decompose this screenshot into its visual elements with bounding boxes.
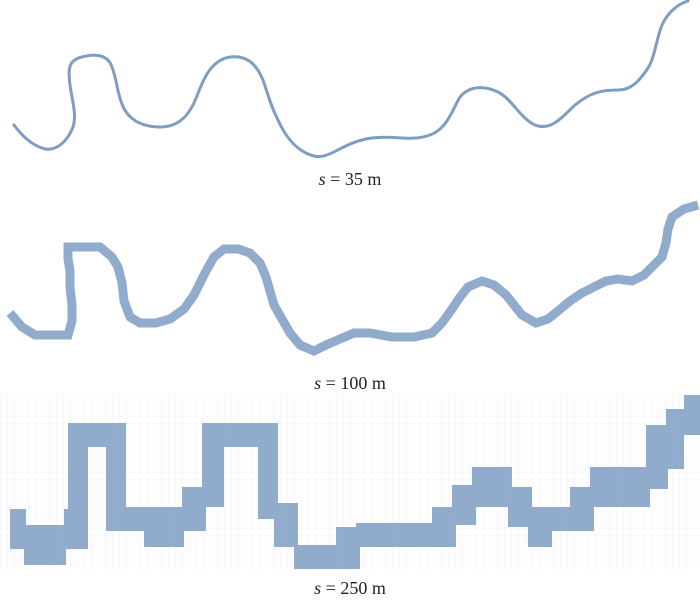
river-raster-250m xyxy=(0,395,700,570)
river-line-35m xyxy=(12,0,690,159)
caption-value: = 250 m xyxy=(321,578,386,598)
river-panel-250m: s = 250 m xyxy=(0,395,700,605)
caption-250m: s = 250 m xyxy=(0,577,700,599)
caption-100m: s = 100 m xyxy=(0,372,700,394)
river-course-100m xyxy=(6,200,700,356)
caption-variable: s xyxy=(314,578,322,598)
caption-variable: s xyxy=(318,169,326,189)
caption-value: = 35 m xyxy=(325,169,382,189)
caption-variable: s xyxy=(314,373,322,393)
caption-35m: s = 35 m xyxy=(0,168,700,190)
caption-value: = 100 m xyxy=(321,373,386,393)
river-panel-35m: s = 35 m xyxy=(0,0,700,195)
raster-grid-overlay xyxy=(0,395,700,570)
river-course-35m xyxy=(12,0,690,159)
river-raster-100m xyxy=(6,200,700,356)
river-panel-100m: s = 100 m xyxy=(0,195,700,395)
